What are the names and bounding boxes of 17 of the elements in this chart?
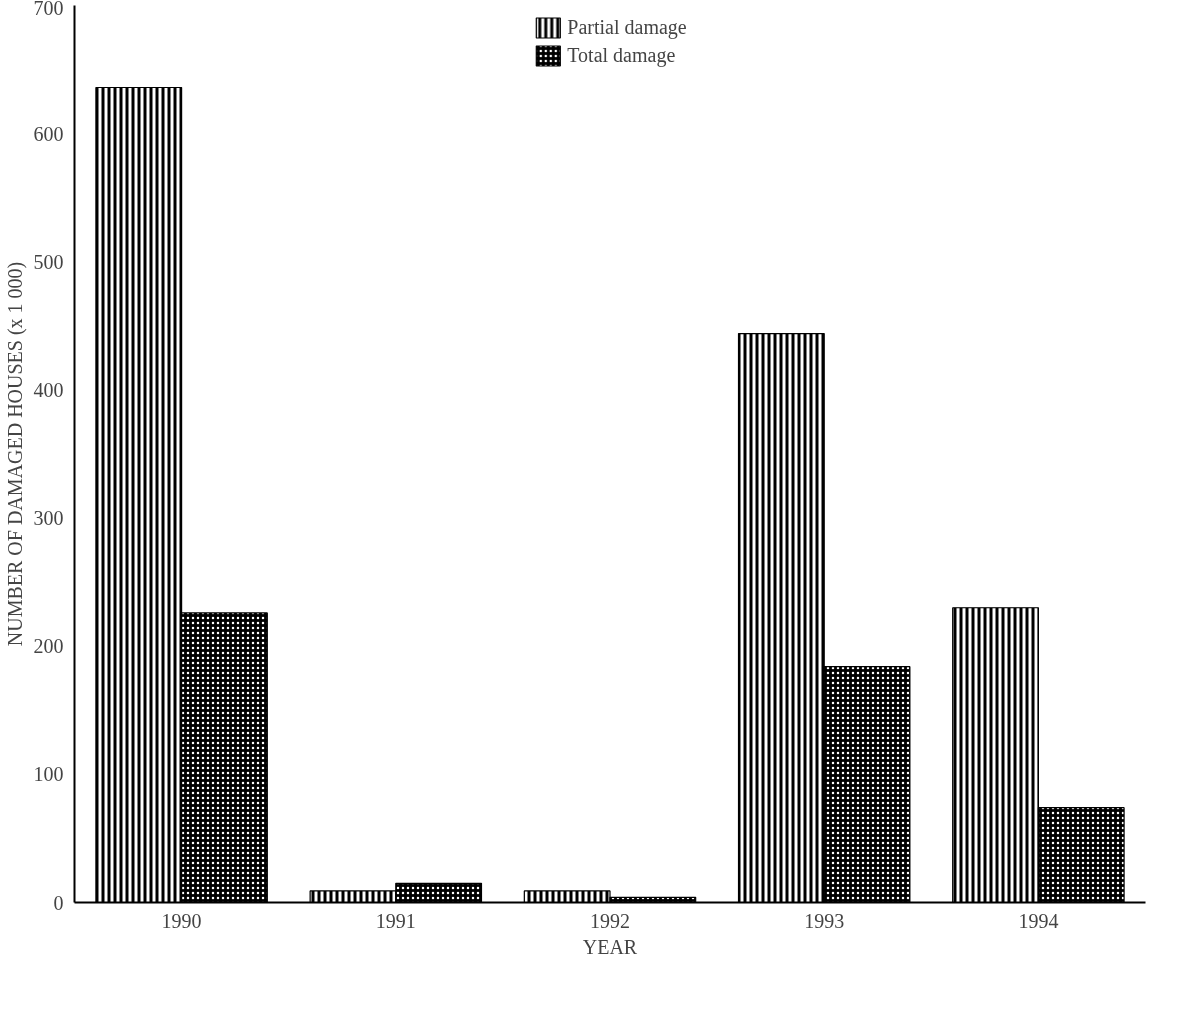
y-tick-label: 300 — [33, 507, 64, 530]
x-axis-title: YEAR — [582, 935, 638, 958]
x-tick-label: 1990 — [161, 909, 202, 932]
x-tick-label: 1993 — [804, 909, 845, 932]
y-axis-title: NUMBER OF DAMAGED HOUSES (x 1 000) — [3, 261, 27, 647]
y-tick-label: 700 — [33, 0, 64, 19]
y-tick-label: 600 — [33, 122, 64, 145]
y-tick-label: 100 — [33, 763, 64, 786]
x-tick-label: 1992 — [590, 909, 630, 932]
y-tick-label: 200 — [33, 635, 64, 658]
y-tick-label: 0 — [53, 891, 64, 914]
y-tick-label: 400 — [33, 378, 64, 401]
x-tick-label: 1994 — [1018, 909, 1059, 932]
x-tick-label: 1991 — [375, 909, 416, 932]
legend-label: Partial damage — [567, 16, 687, 39]
y-tick-label: 500 — [33, 250, 64, 273]
legend-label: Total damage — [567, 44, 676, 67]
